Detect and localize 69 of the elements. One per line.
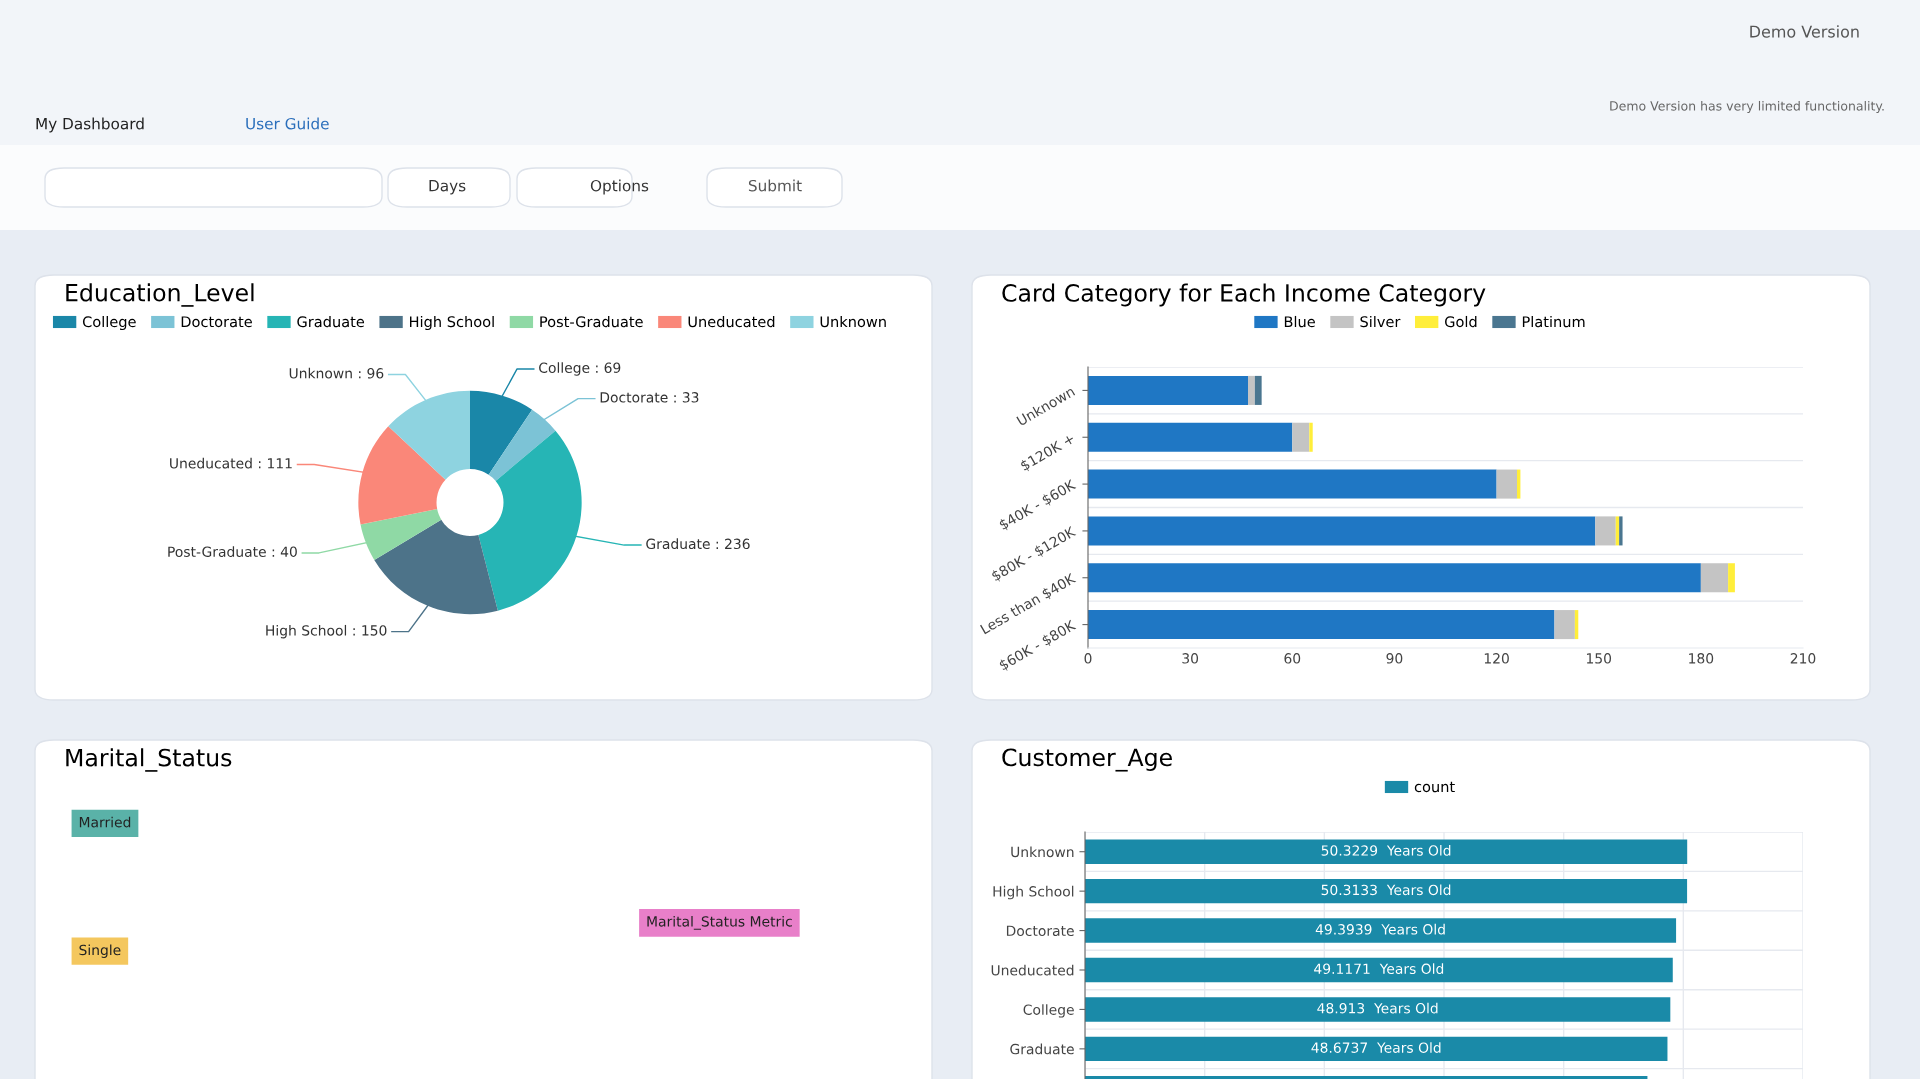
text: Submit xyxy=(748,179,802,192)
chart-title: Education_Level xyxy=(66,283,254,307)
y-tick-label: Graduate xyxy=(1010,1043,1074,1055)
bar xyxy=(1700,563,1729,593)
bar xyxy=(1309,422,1313,452)
category-label: Married xyxy=(79,816,131,828)
legend-label: High School xyxy=(410,315,494,331)
x-tick-label: 90 xyxy=(1386,653,1403,664)
bar xyxy=(1595,516,1616,546)
y-tick-label: College xyxy=(1023,1004,1074,1018)
x-tick-label: 30 xyxy=(1182,653,1199,664)
y-tick-label: Unknown xyxy=(1011,846,1074,858)
text: Options xyxy=(590,179,649,195)
data-label: College : 69 xyxy=(539,362,621,376)
bar xyxy=(1088,469,1497,499)
data-label: 49.3939 Years Old xyxy=(1315,923,1445,935)
data-label: High School : 150 xyxy=(266,624,387,639)
legend-label: Blue xyxy=(1284,315,1315,328)
y-tick-label: Doctorate xyxy=(1006,925,1074,937)
y-tick-label: Uneducated xyxy=(991,964,1074,976)
chart-title: Card Category for Each Income Category xyxy=(1002,283,1486,307)
legend-label: Doctorate xyxy=(181,316,252,328)
bar xyxy=(1088,610,1555,640)
text: Demo Version xyxy=(1750,25,1859,38)
bar xyxy=(1088,563,1701,593)
legend-label: count xyxy=(1414,781,1455,793)
y-tick-label: High School xyxy=(993,885,1074,900)
bar xyxy=(1088,516,1596,546)
x-tick-label: 150 xyxy=(1586,653,1612,664)
bar xyxy=(1292,422,1310,452)
legend-label: Graduate xyxy=(297,315,365,328)
data-label: Unknown : 96 xyxy=(289,367,384,379)
bar xyxy=(1619,516,1623,546)
text: Demo Version has very limited functionality. xyxy=(1610,100,1884,114)
bar xyxy=(1496,469,1517,499)
legend-label: College xyxy=(82,315,136,331)
legend-label: Gold xyxy=(1445,315,1477,328)
data-label: Post-Graduate : 40 xyxy=(168,546,297,557)
data-label: 48.913 Years Old xyxy=(1317,1002,1438,1014)
legend-label: Silver xyxy=(1360,315,1401,328)
category-label: Single xyxy=(79,944,121,958)
x-tick-label: 0 xyxy=(1084,653,1092,664)
data-label: 50.3133 Years Old xyxy=(1321,884,1451,896)
text: Marital_Status xyxy=(66,748,232,772)
text: Days xyxy=(429,180,466,195)
legend-label: Post-Graduate xyxy=(540,315,643,328)
bar xyxy=(1248,375,1255,405)
data-label: 48.6737 Years Old xyxy=(1311,1042,1441,1053)
bar xyxy=(1088,422,1293,452)
data-label: Uneducated : 111 xyxy=(170,457,292,469)
data-label: 50.3229 Years Old xyxy=(1321,844,1451,856)
bar xyxy=(1088,375,1249,405)
legend-label: Uneducated xyxy=(688,315,775,328)
text: My Dashboard xyxy=(36,117,144,133)
x-tick-label: 180 xyxy=(1689,653,1714,664)
chart-title: Customer_Age xyxy=(1002,748,1172,772)
bar xyxy=(1254,375,1262,405)
category-label: Marital_Status Metric xyxy=(647,915,792,930)
text: User Guide xyxy=(246,117,329,130)
x-tick-label: 60 xyxy=(1284,653,1301,664)
bar xyxy=(1728,563,1735,593)
data-label: Doctorate : 33 xyxy=(600,392,699,403)
data-label: Graduate : 236 xyxy=(646,538,750,550)
legend-label: Unknown xyxy=(820,315,886,328)
x-tick-label: 210 xyxy=(1790,653,1816,664)
legend-label: Platinum xyxy=(1522,315,1585,328)
x-tick-label: 120 xyxy=(1484,653,1509,664)
data-label: 49.1171 Years Old xyxy=(1314,963,1444,975)
bar xyxy=(1554,610,1575,640)
